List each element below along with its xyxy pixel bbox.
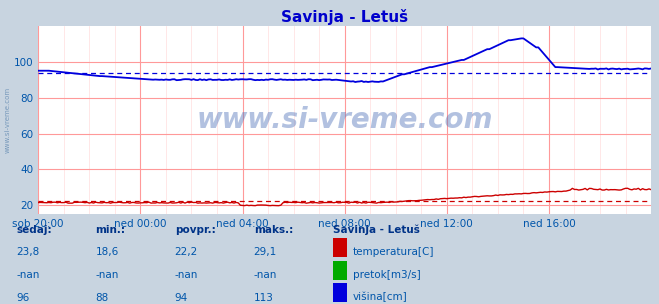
Text: povpr.:: povpr.: [175,225,215,235]
Text: -nan: -nan [175,270,198,280]
Text: www.si-vreme.com: www.si-vreme.com [196,106,493,134]
Text: -nan: -nan [16,270,40,280]
Text: 94: 94 [175,292,188,302]
Text: maks.:: maks.: [254,225,293,235]
Text: temperatura[C]: temperatura[C] [353,247,434,257]
Text: 113: 113 [254,292,273,302]
Text: Savinja - Letuš: Savinja - Letuš [333,224,420,235]
Text: 88: 88 [96,292,109,302]
Bar [333,261,347,280]
Text: -nan: -nan [96,270,119,280]
Text: min.:: min.: [96,225,126,235]
Text: www.si-vreme.com: www.si-vreme.com [5,87,11,153]
Bar [333,283,347,302]
Bar [333,238,347,257]
Text: 29,1: 29,1 [254,247,277,257]
Text: 18,6: 18,6 [96,247,119,257]
Text: pretok[m3/s]: pretok[m3/s] [353,270,420,280]
Text: 22,2: 22,2 [175,247,198,257]
Text: 96: 96 [16,292,30,302]
Text: 23,8: 23,8 [16,247,40,257]
Text: -nan: -nan [254,270,277,280]
Text: višina[cm]: višina[cm] [353,292,407,302]
Title: Savinja - Letuš: Savinja - Letuš [281,9,408,25]
Text: sedaj:: sedaj: [16,225,52,235]
